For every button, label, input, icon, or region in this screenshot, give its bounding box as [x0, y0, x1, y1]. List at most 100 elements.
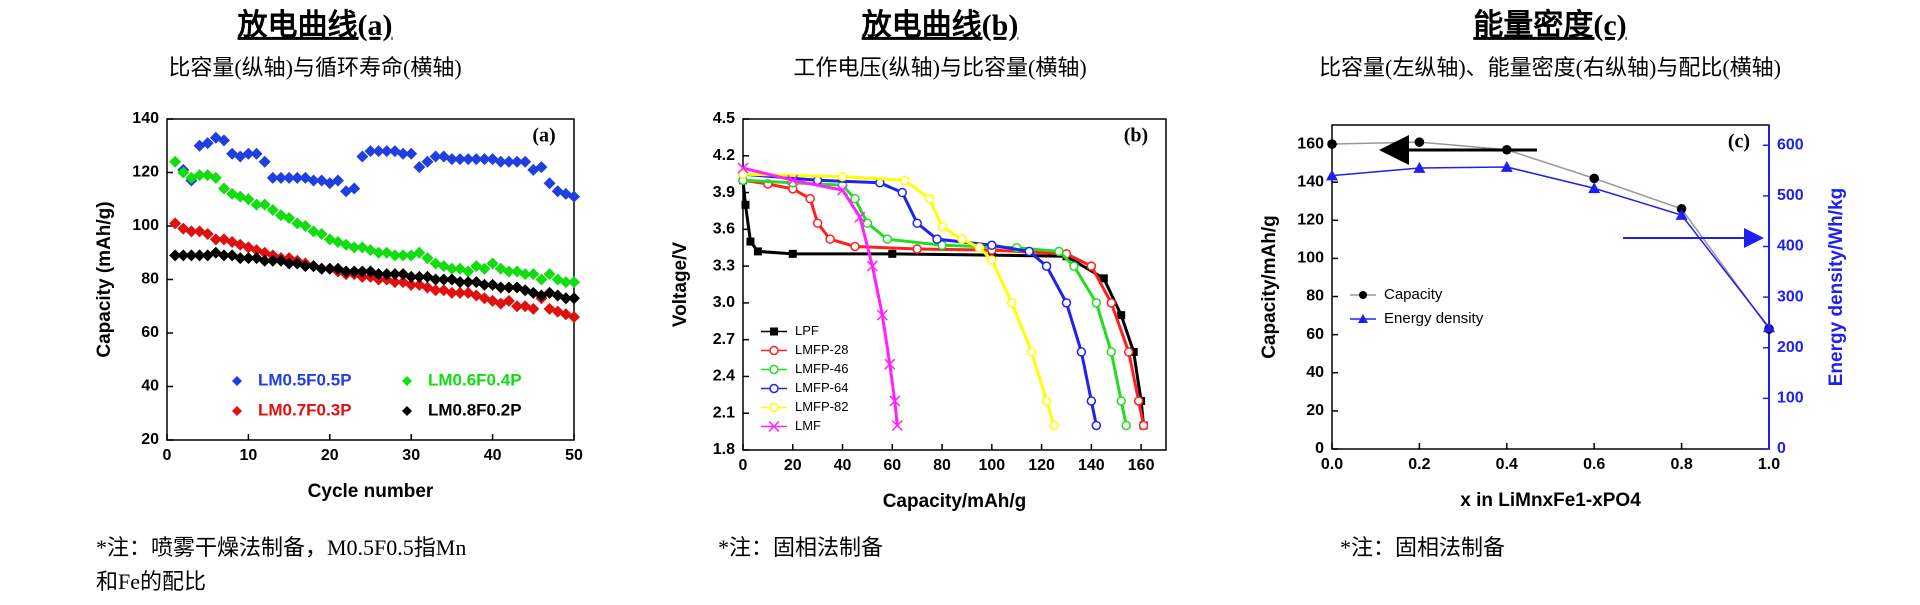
point: [737, 162, 749, 174]
point: [169, 217, 182, 230]
point: [478, 262, 491, 275]
point: [470, 153, 483, 166]
x-tick-label: 140: [1078, 457, 1105, 474]
point: [250, 198, 263, 211]
legend-label: LMFP-46: [795, 361, 848, 376]
panel-subtitle: 比容量(纵轴)与循环寿命(横轴): [168, 55, 461, 80]
point: [987, 251, 996, 260]
point: [421, 252, 434, 265]
point: [1589, 173, 1599, 184]
legend-marker: [769, 402, 779, 413]
point: [454, 153, 467, 166]
point: [1086, 261, 1097, 271]
y-tick-label: 20: [1306, 402, 1324, 419]
point: [462, 153, 475, 166]
point: [753, 247, 762, 256]
y-tick-label: 40: [141, 378, 159, 395]
point: [266, 203, 279, 216]
point: [812, 218, 823, 228]
annotation: (a): [532, 125, 555, 147]
point: [1006, 298, 1017, 308]
point: [193, 249, 206, 262]
y2-tick-label: 100: [1777, 390, 1804, 407]
point: [217, 134, 230, 147]
y-tick-label: 20: [141, 431, 159, 448]
point: [1024, 246, 1034, 257]
point: [462, 265, 475, 278]
point: [788, 249, 797, 258]
panel-title: 放电曲线(b): [861, 9, 1019, 42]
point: [987, 255, 997, 265]
point: [1675, 209, 1688, 220]
point: [912, 218, 922, 228]
point: [502, 294, 515, 307]
point: [356, 265, 369, 278]
point: [876, 309, 888, 321]
x-tick-label: 100: [978, 457, 1005, 474]
point: [987, 240, 997, 251]
point: [364, 145, 377, 158]
panel-note: *注：固相法制备: [1340, 535, 1505, 560]
point: [486, 257, 499, 270]
point: [380, 145, 393, 158]
point: [889, 395, 901, 407]
point: [348, 241, 361, 254]
point: [266, 254, 279, 267]
legend-marker: [1359, 291, 1367, 299]
series-line: [742, 172, 1056, 426]
chart: 0 20 40 60 80 100 120 140 160 1.8 2.1 2.4 2.7 3.0 3.3 3…: [670, 110, 1167, 512]
y-tick-label: 3.9: [713, 184, 735, 201]
y-tick-label: 1.8: [713, 441, 735, 458]
point: [1106, 298, 1117, 308]
point: [1133, 396, 1144, 406]
point: [356, 150, 369, 163]
point: [854, 211, 866, 223]
charts: 0 10 20 30 40 50 20 40 60 80 100 120 140 Cycle number…: [94, 110, 1847, 512]
point: [413, 161, 426, 174]
point: [535, 273, 548, 286]
x-tick-label: 1.0: [1758, 456, 1780, 473]
legend-label: LM0.7F0.3P: [258, 400, 352, 419]
point: [437, 273, 450, 286]
point: [323, 262, 336, 275]
point: [429, 273, 442, 286]
point: [1091, 420, 1102, 431]
y-tick-label: 100: [132, 217, 159, 234]
point: [234, 252, 247, 265]
panel-note: *注：固相法制备: [718, 535, 883, 560]
y-axis-label: Voltage/V: [670, 242, 691, 327]
point: [1099, 274, 1108, 283]
point: [258, 155, 271, 168]
point: [388, 249, 401, 262]
legend-marker: [769, 364, 779, 375]
panel-subtitle: 工作电压(纵轴)与比容量(横轴): [793, 55, 1086, 80]
legend-label: LM0.8F0.2P: [428, 400, 522, 419]
point: [1026, 347, 1037, 357]
point: [1763, 321, 1775, 333]
point: [331, 174, 344, 187]
legend-label: LM0.5F0.5P: [258, 370, 352, 389]
point: [1413, 162, 1426, 173]
y-tick-label: 2.1: [713, 404, 735, 421]
y-tick-label: 140: [132, 110, 159, 127]
point: [454, 276, 467, 289]
legend-label: LPF: [795, 323, 819, 338]
point: [348, 265, 361, 278]
point: [209, 171, 222, 184]
point: [1061, 298, 1072, 308]
point: [250, 244, 263, 257]
y2-tick-label: 400: [1777, 238, 1804, 255]
point: [242, 252, 255, 265]
chart: 0.0 0.2 0.4 0.6 0.8 1.00204060801001201401600…: [1259, 124, 1847, 511]
point: [185, 225, 198, 238]
point: [201, 228, 214, 241]
y-axis-label: Capacity (mAh/g): [94, 201, 115, 357]
point: [201, 137, 214, 150]
legend-label: LMFP-64: [795, 380, 848, 395]
point: [1041, 396, 1052, 406]
legend-marker: [232, 376, 242, 386]
point: [274, 171, 287, 184]
point: [291, 171, 304, 184]
point: [250, 147, 263, 160]
x-tick-label: 0: [739, 457, 748, 474]
